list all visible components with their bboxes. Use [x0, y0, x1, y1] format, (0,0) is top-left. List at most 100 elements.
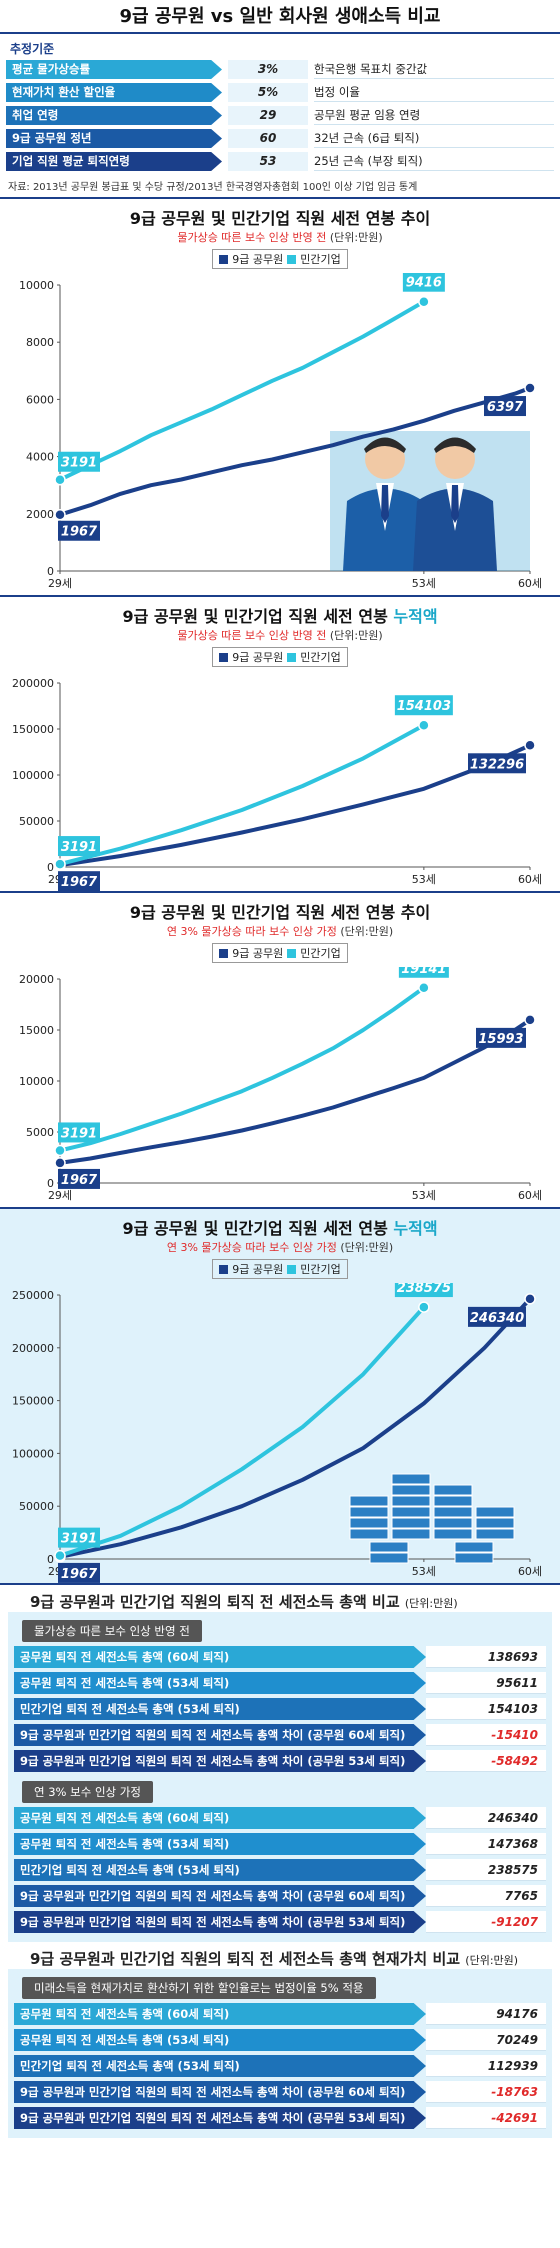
assumption-label: 평균 물가상승률: [6, 60, 222, 79]
y-tick-label: 0: [47, 1177, 54, 1190]
data-label-box: [394, 695, 453, 716]
total-row-label: 민간기업 퇴직 전 세전소득 총액 (53세 퇴직): [14, 1859, 426, 1881]
total-row-value: -42691: [426, 2107, 546, 2129]
chart-title: 9급 공무원 및 민간기업 직원 세전 연봉 누적액: [0, 603, 560, 627]
series-line-gov: [58, 743, 532, 868]
legend-swatch-gov: [219, 948, 229, 958]
data-label-box: [468, 753, 526, 774]
y-tick-label: 8000: [26, 336, 54, 349]
y-tick-label: 200000: [12, 1342, 54, 1355]
total-row-value: 238575: [426, 1859, 546, 1881]
data-label: 3191: [61, 1532, 97, 1547]
total-row: 공무원 퇴직 전 세전소득 총액 (60세 퇴직) 138693: [14, 1645, 546, 1669]
series-end-point: [418, 719, 430, 731]
data-label: 3191: [61, 840, 97, 855]
legend-label-priv: 민간기업: [300, 253, 341, 266]
chart-unit: (단위:만원): [329, 231, 383, 244]
pv-title: 9급 공무원과 민간기업 직원의 퇴직 전 세전소득 총액 현재가치 비교 (단…: [0, 1948, 560, 1969]
legend-label-priv: 민간기업: [300, 1263, 341, 1276]
assumption-label: 현재가치 환산 할인율: [6, 83, 222, 102]
person-hair: [364, 437, 406, 453]
chart-title: 9급 공무원 및 민간기업 직원 세전 연봉 누적액: [0, 1215, 560, 1239]
person-head: [435, 439, 475, 479]
assumption-desc: 32년 근속 (6급 퇴직): [314, 129, 554, 148]
total-row-value: -15410: [426, 1724, 546, 1746]
assumption-value: 5%: [228, 83, 308, 102]
x-tick-label: 60세: [518, 1189, 542, 1202]
total-row-value: 95611: [426, 1672, 546, 1694]
data-label: 238575: [397, 1283, 451, 1296]
money-bill-icon: [349, 1495, 389, 1507]
total-row: 공무원 퇴직 전 세전소득 총액 (60세 퇴직) 246340: [14, 1806, 546, 1830]
chart-subtitle: 연 3% 물가상승 따라 보수 인상 가정 (단위:만원): [0, 923, 560, 939]
data-label: 154103: [397, 699, 451, 714]
total-row: 민간기업 퇴직 전 세전소득 총액 (53세 퇴직) 238575: [14, 1858, 546, 1882]
chart-unit: (단위:만원): [329, 629, 383, 642]
assumption-row: 평균 물가상승률 3% 한국은행 목표치 중간값: [6, 59, 554, 80]
data-label: 1967: [61, 875, 98, 890]
chart-title-highlight: 누적액: [393, 607, 438, 626]
data-label-box: [58, 451, 100, 472]
total-row: 9급 공무원과 민간기업 직원의 퇴직 전 세전소득 총액 차이 (공무원 53…: [14, 1749, 546, 1773]
chart-subtitle-text: 물가상승 따른 보수 인상 반영 전: [177, 629, 330, 642]
x-tick-label: 53세: [412, 873, 436, 886]
y-tick-label: 100000: [12, 1447, 54, 1460]
series-line-gov: [58, 1296, 532, 1559]
x-tick-label: 53세: [412, 577, 436, 590]
money-bill-icon: [391, 1517, 431, 1529]
total-row-value: 138693: [426, 1646, 546, 1668]
total-row-label: 민간기업 퇴직 전 세전소득 총액 (53세 퇴직): [14, 1698, 426, 1720]
total-row-label: 공무원 퇴직 전 세전소득 총액 (60세 퇴직): [14, 1807, 426, 1829]
money-bill-icon: [433, 1484, 473, 1496]
businessmen-illustration: [330, 431, 530, 571]
legend-label-priv: 민간기업: [300, 651, 341, 664]
series-end-point: [524, 739, 536, 752]
money-bill-icon: [475, 1517, 515, 1529]
data-label: 1967: [61, 1567, 98, 1582]
chart-title: 9급 공무원 및 민간기업 직원 세전 연봉 추이: [0, 899, 560, 923]
total-row-value: 154103: [426, 1698, 546, 1720]
total-row: 민간기업 퇴직 전 세전소득 총액 (53세 퇴직) 154103: [14, 1697, 546, 1721]
y-tick-label: 10000: [19, 279, 54, 292]
money-bill-icon: [454, 1552, 494, 1564]
chart-subtitle-text: 물가상승 따른 보수 인상 반영 전: [177, 231, 330, 244]
y-tick-label: 0: [47, 861, 54, 874]
series-end-point: [418, 1301, 430, 1313]
legend-swatch-priv: [287, 1264, 297, 1274]
data-label-box: [58, 1527, 100, 1548]
assumptions-heading: 추정기준: [10, 42, 55, 56]
legend-swatch-gov: [219, 1264, 229, 1274]
y-tick-label: 0: [47, 565, 54, 578]
total-row-value: 94176: [426, 2003, 546, 2025]
data-label-box: [398, 967, 449, 978]
total-row-value: 70249: [426, 2029, 546, 2051]
series-start-point: [54, 1144, 66, 1157]
person-tie: [451, 485, 459, 523]
data-label-box: [58, 1122, 100, 1143]
series-end-point: [418, 982, 430, 994]
chart-title-text: 9급 공무원 및 민간기업 직원 세전 연봉: [122, 1219, 394, 1238]
y-tick-label: 6000: [26, 393, 54, 406]
chart-title-text: 9급 공무원 및 민간기업 직원 세전 연봉 추이: [129, 903, 431, 922]
y-tick-label: 50000: [19, 1500, 54, 1513]
pv-unit: (단위:만원): [465, 1954, 519, 1967]
total-row-value: 112939: [426, 2055, 546, 2077]
assumption-label: 기업 직원 평균 퇴직연령: [6, 152, 222, 171]
chart-plot: 05000010000015000020000025000029세53세60세3…: [12, 1283, 542, 1583]
legend-label-gov: 9급 공무원: [232, 1263, 284, 1276]
x-tick-label: 53세: [412, 1565, 436, 1578]
pv-heading: 미래소득을 현재가치로 환산하기 위한 할인율로는 법정이율 5% 적용: [22, 1977, 376, 1999]
y-tick-label: 10000: [19, 1075, 54, 1088]
total-row: 9급 공무원과 민간기업 직원의 퇴직 전 세전소득 총액 차이 (공무원 60…: [14, 2080, 546, 2104]
legend-swatch-priv: [287, 652, 297, 662]
data-label: 3191: [61, 1126, 97, 1141]
chart-section-4: 9급 공무원 및 민간기업 직원 세전 연봉 누적액 연 3% 물가상승 따라 보…: [0, 1209, 560, 1585]
money-bill-icon: [349, 1517, 389, 1529]
money-bill-icon: [433, 1506, 473, 1518]
legend-label-priv: 민간기업: [300, 947, 341, 960]
assumption-desc: 한국은행 목표치 중간값: [314, 60, 554, 79]
assumption-desc: 법정 이율: [314, 83, 554, 102]
